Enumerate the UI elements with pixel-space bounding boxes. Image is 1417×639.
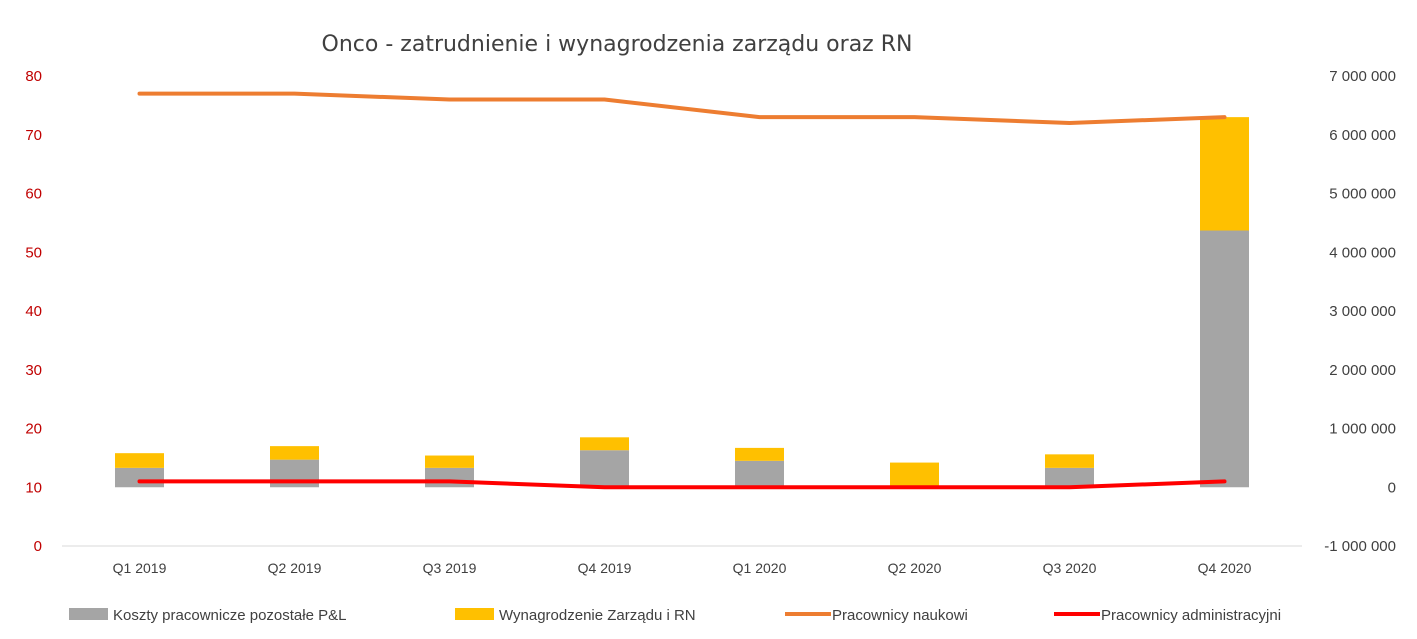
x-tick-label: Q3 2020 <box>1043 560 1097 576</box>
left-tick-label: 0 <box>34 538 42 555</box>
left-tick-label: 40 <box>25 303 42 320</box>
right-tick-label: 4 000 000 <box>1329 244 1396 261</box>
left-tick-label: 50 <box>25 244 42 261</box>
bar-wynagrodzenie-zarzadu <box>1200 117 1249 231</box>
bar-wynagrodzenie-zarzadu <box>115 453 164 468</box>
x-tick-label: Q1 2020 <box>733 560 787 576</box>
left-tick-label: 70 <box>25 127 42 144</box>
legend-label: Wynagrodzenie Zarządu i RN <box>499 607 696 624</box>
bar-wynagrodzenie-zarzadu <box>580 437 629 451</box>
x-tick-label: Q2 2020 <box>888 560 942 576</box>
left-tick-label: 10 <box>25 479 42 496</box>
x-tick-label: Q4 2020 <box>1198 560 1252 576</box>
bar-wynagrodzenie-zarzadu <box>890 462 939 488</box>
x-tick-label: Q3 2019 <box>423 560 477 576</box>
line-pracownicy-administracyjni <box>137 479 1227 490</box>
left-tick-label: 80 <box>25 68 42 85</box>
bar-koszty-pracownicze <box>115 467 164 488</box>
bar-wynagrodzenie-zarzadu <box>425 455 474 468</box>
bar-wynagrodzenie-zarzadu <box>270 446 319 460</box>
right-tick-label: 0 <box>1388 479 1396 496</box>
left-tick-label: 60 <box>25 186 42 203</box>
legend-label: Pracownicy naukowi <box>832 607 968 624</box>
bar-koszty-pracownicze <box>425 467 474 488</box>
x-tick-label: Q1 2019 <box>113 560 167 576</box>
left-tick-label: 20 <box>25 421 42 438</box>
right-tick-label: 1 000 000 <box>1329 421 1396 438</box>
line-pracownicy-naukowi <box>137 91 1227 125</box>
x-axis-ticks: Q1 2019 Q2 2019 Q3 2019 Q4 2019 Q1 2020 Q2 20… <box>113 560 1252 576</box>
right-tick-label: -1 000 000 <box>1324 538 1396 555</box>
lines <box>137 91 1227 490</box>
right-tick-label: 5 000 000 <box>1329 186 1396 203</box>
bar-koszty-pracownicze <box>1200 230 1249 488</box>
legend-label: Pracownicy administracyjni <box>1101 607 1281 624</box>
bar-koszty-pracownicze <box>1045 467 1094 488</box>
bars <box>115 117 1249 488</box>
legend-label: Koszty pracownicze pozostałe P&L <box>113 607 346 624</box>
x-tick-label: Q4 2019 <box>578 560 632 576</box>
bar-koszty-pracownicze <box>580 450 629 488</box>
x-tick-label: Q2 2019 <box>268 560 322 576</box>
right-axis: -1 000 000 0 1 000 000 2 000 000 3 000 000 4 … <box>1324 68 1396 555</box>
left-axis: 0 10 20 30 40 50 60 70 80 <box>25 68 42 555</box>
right-tick-label: 3 000 000 <box>1329 303 1396 320</box>
chart-title: Onco - zatrudnienie i wynagrodzenia zarz… <box>322 32 913 57</box>
bar-koszty-pracownicze <box>735 460 784 488</box>
right-tick-label: 2 000 000 <box>1329 362 1396 379</box>
left-tick-label: 30 <box>25 362 42 379</box>
right-tick-label: 6 000 000 <box>1329 127 1396 144</box>
bar-wynagrodzenie-zarzadu <box>1045 454 1094 468</box>
legend: Koszty pracownicze pozostałe P&L Wynagrod… <box>69 607 1281 624</box>
legend-swatch <box>69 608 108 620</box>
bar-wynagrodzenie-zarzadu <box>735 447 784 461</box>
legend-swatch <box>455 608 494 620</box>
right-tick-label: 7 000 000 <box>1329 68 1396 85</box>
